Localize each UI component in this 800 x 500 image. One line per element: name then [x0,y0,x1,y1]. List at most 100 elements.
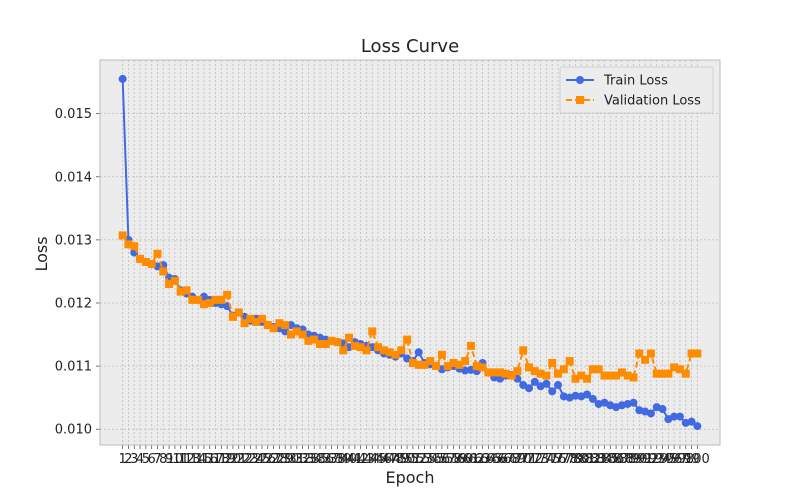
validation-loss-point [147,259,156,268]
x-tick-label: 72 [527,452,544,467]
x-tick-label: 69 [509,452,526,467]
x-tick-label: 55 [428,452,445,467]
validation-loss-point [356,343,365,352]
validation-loss-point [391,350,400,359]
validation-loss-point [455,360,464,369]
x-tick-label: 83 [590,452,607,467]
plot-frame [99,59,721,446]
validation-loss-point [466,341,475,350]
x-tick-label: 32 [294,452,311,467]
x-tick-label: 26 [259,452,276,467]
x-tick-label: 80 [573,452,590,467]
x-tick-label: 17 [207,452,224,467]
x-tick-label: 95 [660,452,677,467]
series-lines [118,74,702,431]
validation-loss-point [583,374,592,383]
x-tick-label: 48 [387,452,404,467]
y-tick-label: 0.014 [55,170,92,185]
x-tick-label: 51 [405,452,422,467]
validation-loss-point [159,267,168,276]
validation-loss-point [246,314,255,323]
x-tick-label: 7 [153,452,161,467]
plot-area [100,60,720,445]
validation-loss-point [670,363,679,372]
validation-loss-point [554,369,563,378]
x-tick-label: 45 [370,452,387,467]
validation-loss-point [240,319,249,328]
x-tick-label: 37 [323,452,340,467]
validation-loss-point [641,355,650,364]
validation-loss-point [472,362,481,371]
train-loss-point [629,398,638,407]
x-tick-label: 99 [683,452,700,467]
validation-loss-point [397,346,406,355]
train-loss-point [542,379,551,388]
validation-loss-point [443,362,452,371]
validation-loss-point [263,321,272,330]
validation-loss-point [403,335,412,344]
validation-loss-point [426,357,435,366]
validation-loss-point [414,360,423,369]
x-tick-label: 38 [329,452,346,467]
x-tick-label: 60 [457,452,474,467]
validation-loss-point [478,363,487,372]
validation-loss-point [408,358,417,367]
x-tick-label: 5 [142,452,150,467]
x-tick-label: 56 [434,452,451,467]
x-tick-label: 71 [521,452,538,467]
validation-loss-point [513,367,522,376]
x-tick-label: 66 [492,452,509,467]
y-tick-label: 0.010 [55,423,92,438]
validation-loss-point [176,287,185,296]
x-tick-label: 90 [631,452,648,467]
x-tick-label: 70 [515,452,532,467]
train-loss-point [118,74,127,83]
validation-loss-point [252,317,261,326]
x-tick-label: 40 [341,452,358,467]
validation-loss-point [571,374,580,383]
validation-loss-point [635,349,644,358]
x-tick-label: 4 [136,452,144,467]
validation-loss-point [228,312,237,321]
x-tick-label: 42 [352,452,369,467]
validation-loss-point [594,365,603,374]
validation-loss-point [234,308,243,317]
x-tick-label: 28 [271,452,288,467]
validation-loss-point [124,240,133,249]
train-loss-point [646,409,655,418]
x-tick-label: 24 [248,452,265,467]
x-tick-label: 57 [439,452,456,467]
validation-loss-point [292,327,301,336]
x-tick-label: 41 [347,452,364,467]
validation-loss-point [577,371,586,380]
validation-loss-point [623,371,632,380]
validation-loss-point [211,295,220,304]
train-loss-point [658,405,667,414]
validation-loss-point [321,340,330,349]
x-tick-label: 50 [399,452,416,467]
x-tick-label: 27 [265,452,282,467]
validation-loss-point [327,336,336,345]
legend-box [559,66,714,114]
x-tick-label: 8 [159,452,167,467]
validation-loss-point [449,358,458,367]
legend-train-label: Train Loss [603,74,668,89]
validation-loss-point [199,300,208,309]
x-tick-label: 97 [672,452,689,467]
train-loss-point [687,417,696,426]
x-tick-label: 61 [463,452,480,467]
x-tick-label: 82 [585,452,602,467]
train-loss-point [525,384,534,393]
x-tick-label: 43 [358,452,375,467]
x-tick-label: 67 [498,452,515,467]
validation-loss-point [298,330,307,339]
validation-loss-series [118,231,702,383]
x-tick-label: 20 [225,452,242,467]
x-tick-label: 96 [666,452,683,467]
validation-loss-point [501,369,510,378]
x-tick-label: 33 [300,452,317,467]
x-tick-label: 89 [625,452,642,467]
x-tick-label: 44 [364,452,381,467]
validation-loss-point [507,371,516,380]
